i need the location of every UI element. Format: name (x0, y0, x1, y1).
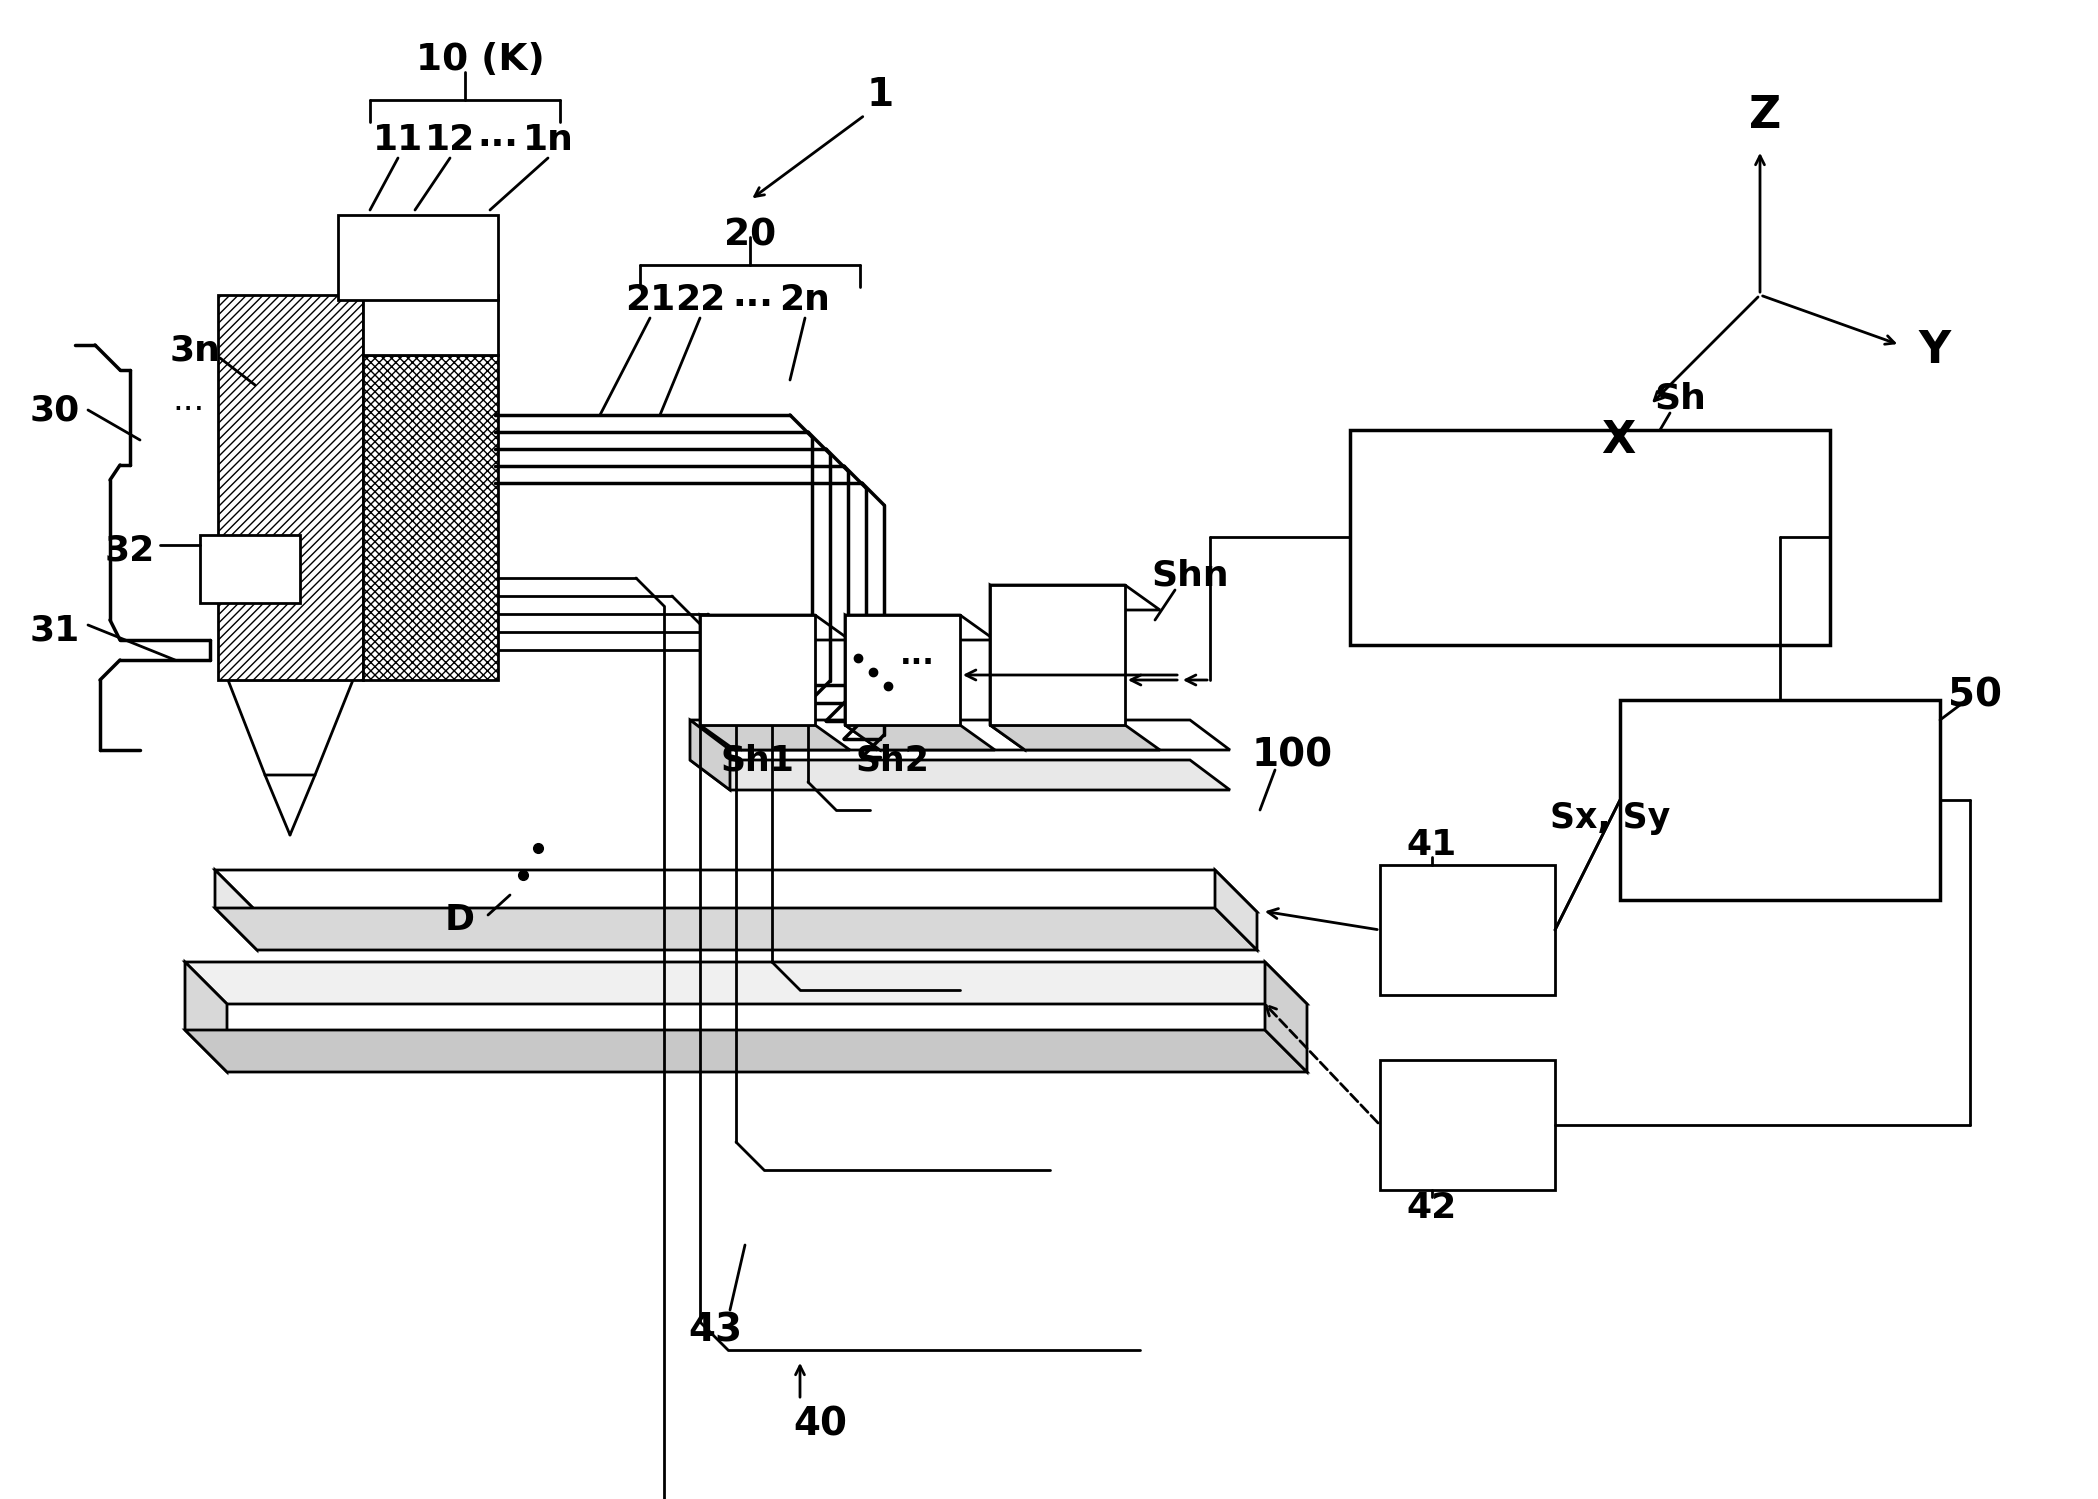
Polygon shape (1215, 869, 1257, 950)
Polygon shape (185, 962, 227, 1072)
Text: ···: ··· (478, 127, 518, 162)
Text: 31: 31 (29, 613, 80, 648)
Polygon shape (229, 681, 352, 775)
Text: 3n: 3n (170, 333, 220, 367)
Text: Z: Z (1750, 93, 1781, 136)
Text: 30: 30 (29, 393, 80, 427)
Text: 43: 43 (688, 1312, 743, 1349)
Bar (1620, 700, 1941, 899)
Bar (1380, 1060, 1555, 1190)
Polygon shape (845, 726, 994, 750)
Polygon shape (845, 615, 994, 640)
Polygon shape (214, 869, 256, 950)
Polygon shape (701, 615, 734, 750)
Polygon shape (701, 615, 850, 640)
Bar (363, 355, 497, 681)
Polygon shape (701, 726, 850, 750)
Polygon shape (990, 585, 1026, 750)
Bar (1380, 865, 1555, 995)
Text: 32: 32 (105, 534, 155, 567)
Polygon shape (690, 720, 1229, 750)
Text: ···: ··· (172, 394, 204, 427)
Bar (363, 295, 497, 355)
Text: 1n: 1n (522, 123, 573, 157)
Polygon shape (214, 908, 1257, 950)
Text: ...: ... (900, 640, 934, 670)
Bar (199, 535, 300, 603)
Text: D: D (445, 902, 474, 937)
Text: 1: 1 (866, 76, 894, 114)
Text: 42: 42 (1408, 1192, 1458, 1225)
Text: Sx, Sy: Sx, Sy (1550, 800, 1670, 835)
Polygon shape (214, 869, 1257, 911)
Text: 50: 50 (1949, 676, 2001, 714)
Text: Sh: Sh (1653, 381, 1706, 415)
Text: 22: 22 (676, 283, 726, 316)
Text: 12: 12 (426, 123, 474, 157)
Text: 11: 11 (373, 123, 424, 157)
Bar (990, 585, 1125, 726)
Bar (845, 615, 961, 726)
Text: 40: 40 (793, 1406, 848, 1444)
Text: 20: 20 (724, 217, 776, 253)
Text: Shn: Shn (1152, 558, 1229, 592)
Text: ···: ··· (732, 288, 774, 322)
Polygon shape (990, 726, 1160, 750)
Polygon shape (185, 962, 1307, 1004)
Polygon shape (845, 615, 879, 750)
Bar (218, 295, 363, 681)
Bar (1349, 430, 1829, 645)
Polygon shape (690, 720, 730, 790)
Text: Sh2: Sh2 (856, 744, 929, 776)
Text: X: X (1601, 418, 1634, 462)
Bar (701, 615, 814, 726)
Polygon shape (185, 1030, 1307, 1072)
Text: Y: Y (1920, 328, 1951, 372)
Text: 41: 41 (1408, 827, 1458, 862)
Polygon shape (690, 760, 1229, 790)
Bar (338, 214, 497, 300)
Polygon shape (1265, 962, 1307, 1072)
Text: Sh1: Sh1 (720, 744, 793, 776)
Text: 10 (K): 10 (K) (415, 42, 543, 78)
Polygon shape (990, 585, 1160, 610)
Text: 21: 21 (625, 283, 676, 316)
Text: 100: 100 (1250, 736, 1332, 773)
Text: 2n: 2n (780, 283, 831, 316)
